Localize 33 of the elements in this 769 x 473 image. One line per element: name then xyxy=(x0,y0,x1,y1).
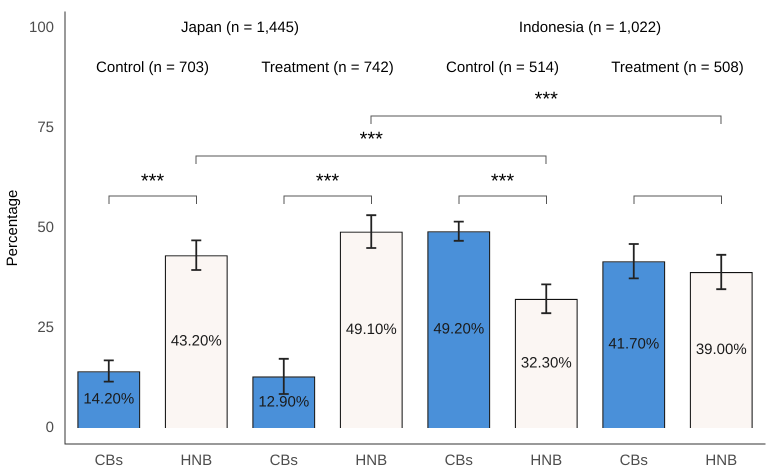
annotation: *** xyxy=(534,88,558,111)
x-tick-label: HNB xyxy=(530,452,562,470)
annotation: Control (n = 514) xyxy=(446,59,559,76)
x-tick-label: CBs xyxy=(94,452,123,470)
y-tick-label: 50 xyxy=(37,219,54,236)
annotation: *** xyxy=(360,128,384,151)
annotation: *** xyxy=(316,170,340,193)
x-tick-label: HNB xyxy=(705,452,738,470)
data-label: 39.00% xyxy=(696,341,747,358)
annotation: *** xyxy=(490,170,514,193)
annotation: Control (n = 703) xyxy=(96,59,210,76)
y-axis-title: Percentage xyxy=(4,190,22,266)
annotation: Treatment (n = 508) xyxy=(611,59,744,76)
data-label: 49.20% xyxy=(433,320,484,338)
annotation: Treatment (n = 742) xyxy=(261,59,394,76)
annotation: Indonesia (n = 1,022) xyxy=(518,19,662,36)
y-tick-label: 0 xyxy=(46,419,54,436)
data-label: 43.20% xyxy=(170,332,222,350)
y-tick-label: 75 xyxy=(37,119,54,136)
x-tick-label: CBs xyxy=(620,452,648,470)
y-tick-label: 100 xyxy=(28,19,54,36)
x-tick-label: CBs xyxy=(444,452,473,470)
y-tick-label: 25 xyxy=(37,319,54,336)
annotation: *** xyxy=(140,170,164,193)
annotation: Japan (n = 1,445) xyxy=(181,19,300,36)
data-label: 12.90% xyxy=(258,393,310,410)
x-tick-label: HNB xyxy=(355,452,388,470)
x-tick-label: CBs xyxy=(270,452,298,470)
x-tick-label: HNB xyxy=(180,452,212,470)
data-label: 14.20% xyxy=(83,390,134,408)
data-label: 32.30% xyxy=(520,354,572,372)
data-label: 41.70% xyxy=(608,336,660,353)
data-label: 49.10% xyxy=(346,320,397,338)
